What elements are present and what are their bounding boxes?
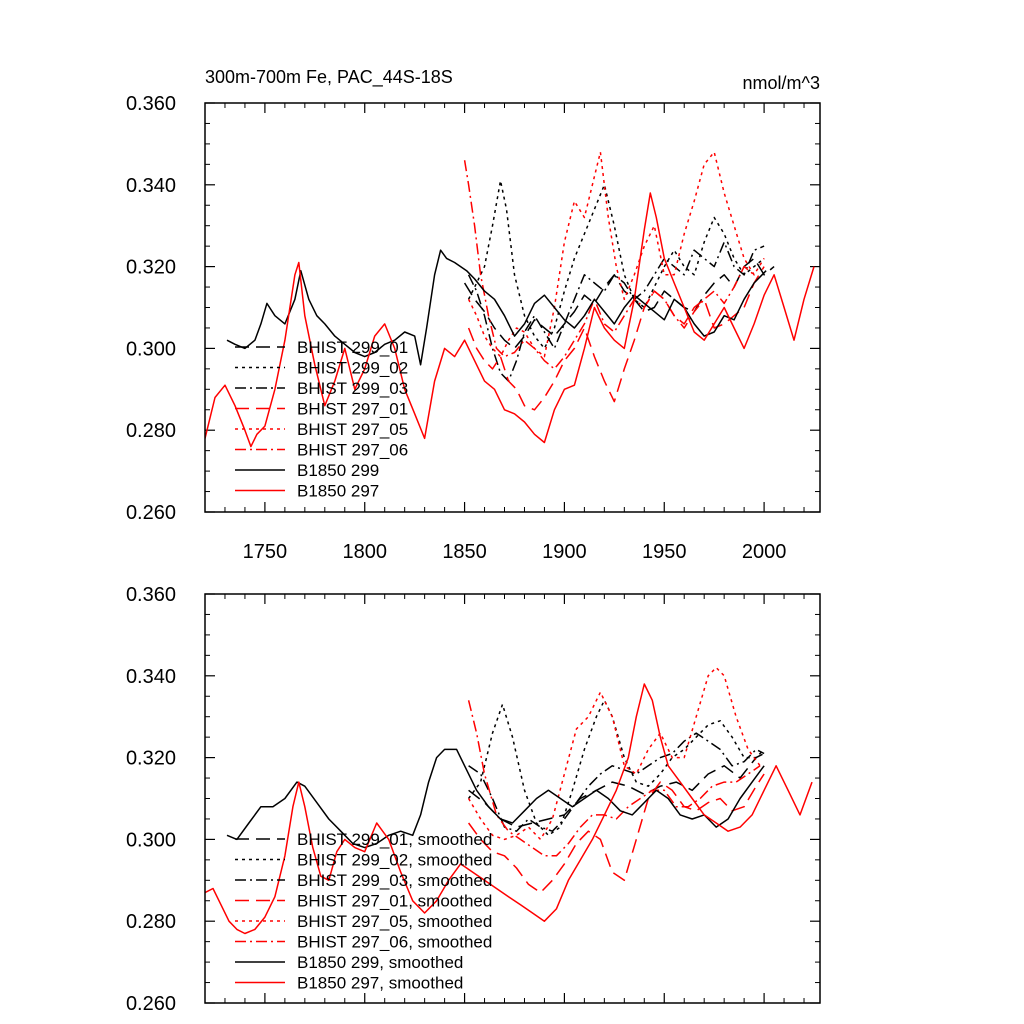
series-line-4	[467, 773, 765, 894]
legend-label: BHIST 299_01, smoothed	[297, 830, 492, 849]
plot-frame	[204, 593, 821, 1004]
y-tick-label: 0.360	[126, 584, 176, 606]
series-line-5	[467, 151, 765, 358]
series-line-5	[467, 666, 761, 841]
plot-frame	[204, 102, 821, 513]
legend-label: BHIST 297_05, smoothed	[297, 912, 492, 931]
series-line-1	[468, 752, 765, 828]
series-line-3	[468, 732, 765, 832]
legend-label: B1850 297, smoothed	[297, 974, 463, 993]
x-tick-label: 1900	[542, 541, 587, 563]
legend-label: B1850 297	[297, 482, 379, 501]
legend-label: BHIST 297_01, smoothed	[297, 892, 492, 911]
legend-label: B1850 299	[297, 461, 379, 480]
legend-label: BHIST 299_02	[297, 359, 408, 378]
y-tick-label: 0.300	[126, 338, 176, 360]
y-tick-label: 0.320	[126, 257, 176, 279]
legend-label: B1850 299, smoothed	[297, 953, 463, 972]
x-tick-label: 2000	[742, 541, 787, 563]
series-group	[205, 151, 815, 448]
y-tick-label: 0.280	[126, 420, 176, 442]
series-line-4	[467, 266, 765, 411]
legend-label: BHIST 297_05	[297, 420, 408, 439]
y-tick-label: 0.260	[126, 502, 176, 524]
y-tick-label: 0.360	[126, 93, 176, 115]
y-tick-label: 0.260	[126, 993, 176, 1015]
series-line-8	[205, 192, 815, 448]
legend-label: BHIST 299_02, smoothed	[297, 851, 492, 870]
legend-label: BHIST 299_03	[297, 379, 408, 398]
series-group	[205, 666, 813, 935]
figure-title: 300m-700m Fe, PAC_44S-18S	[205, 67, 453, 88]
top-panel: 1750 1800 1850 1900 1950 2000 0.260 0.280 0.300 0…	[126, 93, 821, 563]
series-line-8	[205, 683, 813, 935]
y-tick-label: 0.280	[126, 911, 176, 933]
y-tick-label: 0.340	[126, 175, 176, 197]
legend-label: BHIST 297_06	[297, 441, 408, 460]
units-label: nmol/m^3	[743, 73, 820, 93]
x-tick-label: 1850	[442, 541, 487, 563]
x-tick-label: 1750	[243, 541, 288, 563]
series-line-2	[467, 179, 765, 350]
series-line-6	[463, 160, 755, 370]
series-line-2	[467, 699, 765, 837]
bottom-panel: 0.260 0.280 0.300 0.320 0.340 0.360 BHIST 299_…	[126, 584, 821, 1015]
series-line-7	[226, 249, 767, 366]
legend-label: BHIST 297_01	[297, 400, 408, 419]
legend-label: BHIST 299_01	[297, 338, 408, 357]
series-line-7	[226, 748, 765, 849]
series-line-3	[467, 241, 765, 382]
x-tick-label: 1800	[342, 541, 387, 563]
y-tick-label: 0.320	[126, 748, 176, 770]
y-tick-label: 0.300	[126, 829, 176, 851]
legend-label: BHIST 299_03, smoothed	[297, 871, 492, 890]
legend-label: BHIST 297_06, smoothed	[297, 933, 492, 952]
series-line-1	[463, 257, 775, 350]
y-tick-label: 0.340	[126, 666, 176, 688]
x-tick-label: 1950	[642, 541, 687, 563]
